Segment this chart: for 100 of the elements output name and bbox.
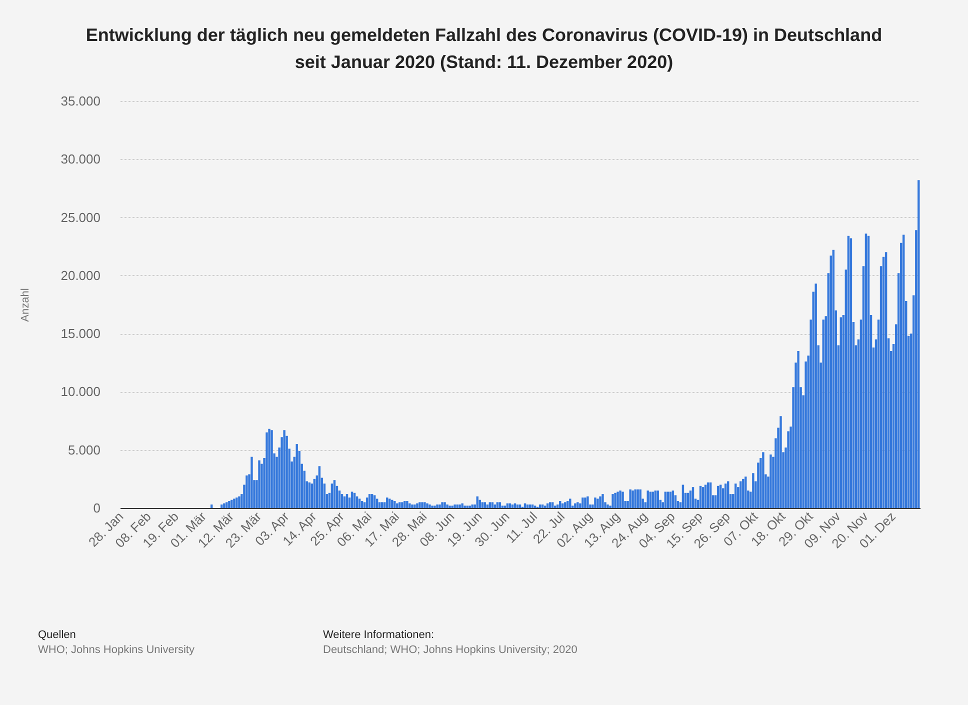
- bar: [381, 502, 384, 508]
- bar: [236, 498, 238, 508]
- bar: [716, 486, 720, 508]
- bar: [458, 504, 461, 508]
- bar: [398, 502, 401, 508]
- bar: [576, 502, 579, 508]
- bar: [456, 504, 458, 508]
- bar: [426, 503, 428, 508]
- bar: [518, 504, 522, 508]
- bar: [228, 501, 230, 508]
- bar: [639, 489, 642, 508]
- bar: [330, 484, 334, 508]
- bar: [424, 502, 426, 508]
- bar: [709, 482, 712, 508]
- bar: [594, 498, 596, 508]
- bar: [704, 484, 707, 508]
- bar: [283, 430, 286, 508]
- bar: [368, 494, 371, 508]
- bar: [418, 502, 421, 508]
- bar: [724, 484, 727, 508]
- bar: [250, 456, 253, 508]
- bar: [210, 504, 213, 508]
- bar: [378, 502, 381, 508]
- bar: [340, 494, 344, 508]
- bar: [454, 504, 456, 508]
- y-tick-label: 0: [93, 500, 100, 516]
- bar: [686, 492, 690, 508]
- bar: [441, 502, 444, 508]
- bar: [740, 481, 742, 508]
- bar: [636, 489, 639, 508]
- bar: [488, 502, 492, 508]
- bar: [268, 428, 270, 508]
- bar: [692, 487, 694, 508]
- bar: [619, 490, 622, 508]
- bar: [582, 498, 584, 508]
- bar: [233, 498, 236, 508]
- bar: [526, 504, 529, 508]
- bar: [230, 500, 233, 508]
- bar: [428, 504, 431, 508]
- bar: [494, 504, 496, 508]
- bar: [491, 502, 494, 508]
- bar: [629, 489, 632, 508]
- bar: [258, 460, 260, 508]
- bar: [902, 234, 905, 508]
- bar: [394, 501, 396, 508]
- y-tick-label: 20.000: [60, 268, 100, 283]
- bar: [471, 504, 474, 508]
- bar: [406, 501, 408, 508]
- bar: [566, 501, 569, 508]
- bar: [797, 351, 800, 508]
- bar: [313, 478, 316, 508]
- bar: [548, 502, 552, 508]
- bar: [840, 317, 842, 508]
- bar: [602, 494, 604, 508]
- bar: [669, 492, 672, 508]
- bar: [296, 444, 298, 508]
- bar: [614, 492, 616, 508]
- bar: [486, 504, 489, 508]
- bar: [672, 490, 674, 508]
- bar: [918, 180, 920, 508]
- text: WHO; Johns Hopkins University: [38, 643, 194, 658]
- bar: [646, 490, 649, 508]
- y-tick-label: 35.000: [60, 94, 100, 108]
- bar: [498, 502, 502, 508]
- bar: [574, 503, 576, 508]
- bar: [612, 494, 614, 508]
- bar: [664, 492, 667, 508]
- text: Weitere Informationen:: [323, 628, 436, 643]
- bar: [832, 250, 835, 508]
- bar: [689, 490, 692, 508]
- bar: [702, 487, 704, 508]
- bar: [360, 501, 364, 508]
- bar: [814, 284, 817, 508]
- bar: [318, 466, 321, 508]
- bar: [350, 492, 354, 508]
- y-tick-label: 10.000: [60, 384, 100, 400]
- bar: [438, 504, 441, 508]
- bar: [496, 502, 499, 508]
- bar: [770, 454, 772, 508]
- text: Deutschland; WHO; Johns Hopkins University; 2020: [323, 643, 578, 658]
- bar: [386, 498, 388, 508]
- bar: [884, 252, 888, 508]
- bar: [599, 496, 602, 508]
- bar: [366, 498, 368, 508]
- y-tick-label: 25.000: [60, 210, 100, 225]
- bar: [541, 504, 544, 508]
- bar: [308, 482, 310, 508]
- bar: [822, 320, 824, 508]
- bar: [780, 416, 782, 508]
- bar: [867, 236, 870, 508]
- bar: [596, 498, 599, 508]
- bar: [752, 473, 754, 508]
- bar: [606, 504, 609, 508]
- bar: [388, 498, 391, 508]
- bar: [706, 482, 710, 508]
- bar: [370, 494, 374, 508]
- bar: [528, 504, 532, 508]
- bar: [373, 495, 376, 508]
- bar: [762, 452, 764, 508]
- bar: [564, 502, 566, 508]
